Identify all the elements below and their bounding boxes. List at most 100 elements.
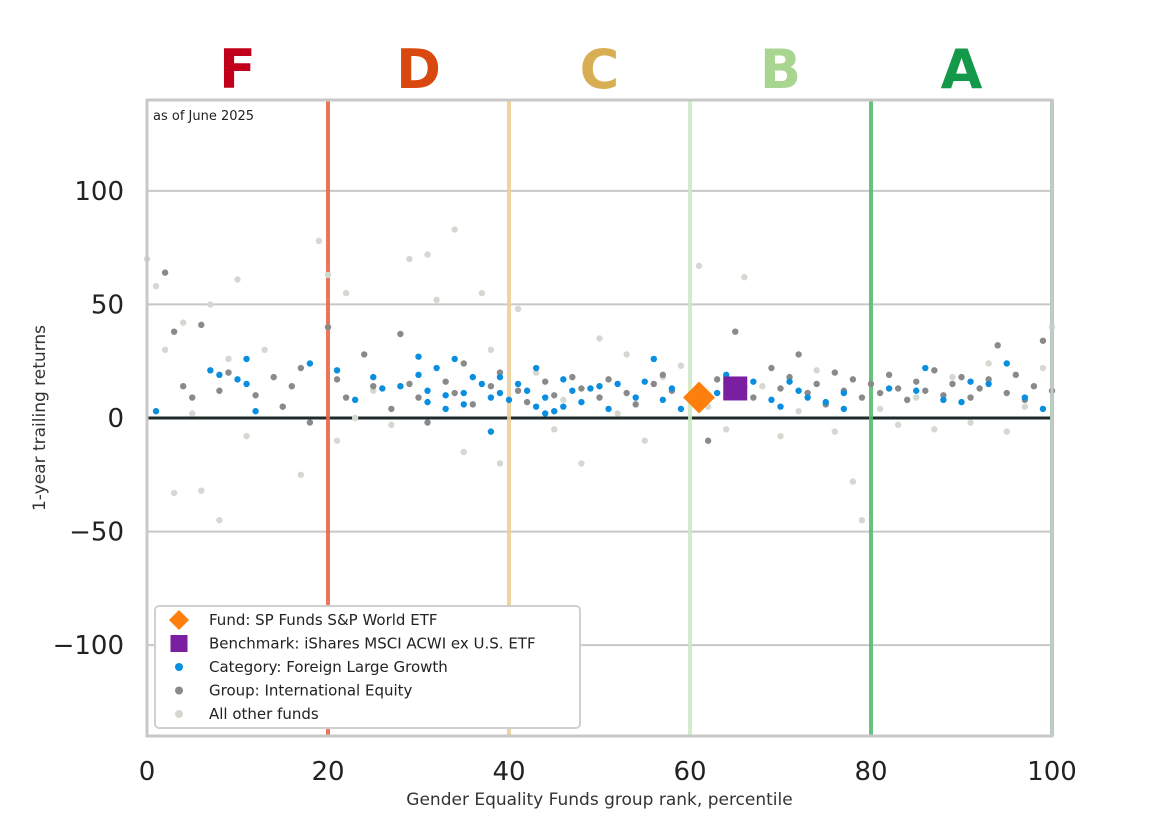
- data-point: [532, 369, 540, 376]
- data-point: [442, 405, 449, 413]
- data-point: [415, 353, 422, 360]
- data-point: [1021, 394, 1029, 401]
- data-point: [1003, 428, 1010, 435]
- data-point: [261, 346, 268, 354]
- data-point: [1003, 389, 1010, 397]
- data-point: [234, 376, 241, 383]
- data-point: [994, 342, 1001, 349]
- data-point: [596, 394, 603, 401]
- data-point: [523, 387, 531, 394]
- data-point: [931, 426, 938, 433]
- data-point: [614, 410, 621, 417]
- data-point: [1039, 337, 1047, 344]
- data-point: [442, 378, 449, 385]
- data-point: [170, 489, 178, 497]
- legend: Fund: SP Funds S&P World ETF Benchmark: i…: [154, 605, 581, 729]
- data-point: [1012, 371, 1019, 379]
- data-point: [813, 380, 820, 388]
- data-point: [370, 373, 377, 381]
- data-point: [252, 392, 259, 399]
- data-point: [532, 403, 540, 410]
- data-point: [451, 226, 458, 233]
- data-point: [904, 396, 911, 404]
- data-point: [478, 289, 486, 297]
- data-point: [1003, 360, 1010, 367]
- benchmark-marker: [723, 376, 748, 401]
- data-point: [677, 362, 685, 369]
- data-point: [985, 380, 992, 388]
- y-tick-label: −50: [69, 518, 124, 548]
- data-point: [931, 367, 938, 374]
- data-point: [469, 401, 476, 408]
- data-point: [532, 364, 540, 372]
- data-point: [786, 378, 793, 385]
- legend-label: Benchmark: iShares MSCI ACWI ex U.S. ETF: [209, 635, 536, 653]
- data-point: [804, 389, 811, 397]
- legend-item: Fund: SP Funds S&P World ETF: [169, 610, 437, 630]
- data-point: [587, 385, 594, 392]
- data-point: [225, 369, 232, 376]
- data-point: [324, 271, 332, 279]
- data-point: [216, 517, 223, 524]
- data-point: [496, 369, 504, 376]
- data-point: [849, 376, 857, 383]
- data-point: [894, 385, 902, 392]
- data-point: [560, 376, 567, 383]
- data-point: [1030, 383, 1038, 390]
- data-point: [795, 407, 802, 415]
- data-point: [198, 487, 205, 494]
- data-point: [894, 421, 902, 429]
- data-point: [397, 383, 404, 390]
- legend-marker: [175, 663, 183, 671]
- y-axis-ticks: −100 −50 0 50 100: [53, 177, 124, 661]
- data-point: [596, 335, 603, 342]
- data-point: [542, 378, 549, 385]
- data-point: [496, 389, 504, 397]
- grade-label: B: [760, 38, 801, 101]
- data-point: [958, 373, 965, 381]
- data-point: [858, 517, 866, 524]
- data-point: [460, 360, 467, 367]
- data-point: [388, 421, 395, 429]
- data-point: [351, 414, 359, 422]
- data-point: [813, 367, 820, 374]
- data-point: [795, 387, 802, 394]
- data-point: [297, 364, 305, 372]
- data-point: [234, 276, 241, 283]
- data-point: [623, 389, 630, 397]
- data-point: [333, 367, 341, 374]
- data-point: [668, 385, 676, 392]
- data-point: [189, 394, 196, 401]
- data-point: [1039, 405, 1047, 413]
- data-point: [496, 373, 504, 381]
- data-point: [876, 405, 884, 413]
- data-point: [514, 305, 522, 313]
- all-other-funds-points: [143, 226, 1056, 524]
- data-point: [270, 373, 277, 381]
- fund-marker: [683, 381, 716, 414]
- data-point: [460, 448, 467, 456]
- data-point: [207, 367, 214, 374]
- data-point: [885, 371, 893, 379]
- data-point: [750, 394, 757, 401]
- data-point: [985, 360, 992, 367]
- legend-box: [154, 605, 581, 729]
- data-point: [225, 355, 232, 363]
- data-point: [578, 460, 585, 467]
- data-point: [216, 371, 223, 379]
- data-point: [985, 376, 992, 383]
- data-point: [424, 387, 431, 394]
- legend-marker: [169, 610, 189, 630]
- data-point: [650, 355, 657, 363]
- data-point: [695, 262, 703, 270]
- data-point: [713, 389, 721, 397]
- legend-marker: [175, 686, 183, 695]
- data-point: [487, 428, 495, 435]
- data-point: [867, 380, 875, 388]
- data-point: [659, 371, 667, 379]
- data-point: [741, 273, 748, 281]
- category-points: [152, 353, 1047, 435]
- data-point: [406, 255, 413, 263]
- data-point: [1021, 403, 1029, 410]
